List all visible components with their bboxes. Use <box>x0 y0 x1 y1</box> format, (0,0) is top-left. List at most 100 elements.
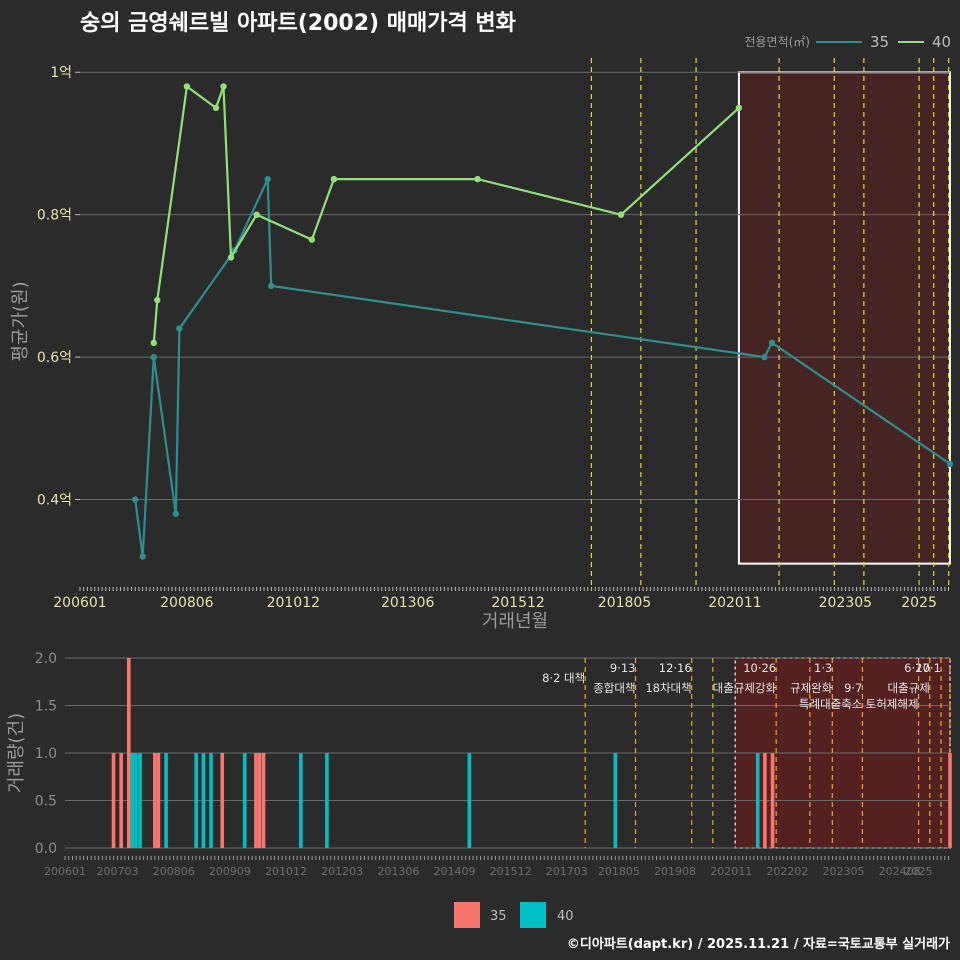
bar-legend-label-40: 40 <box>557 909 574 924</box>
bar-40 <box>194 753 198 848</box>
x-tick-label: 202011 <box>708 595 761 611</box>
x-tick-label: 202305 <box>819 595 872 611</box>
bar-y-tick-label: 2.0 <box>35 651 57 667</box>
data-point-40 <box>183 83 191 90</box>
y-tick-label: 0.4억 <box>37 493 72 509</box>
bar-40 <box>299 753 303 848</box>
bar-x-tick-label: 201409 <box>433 865 475 878</box>
bar-40 <box>164 753 168 848</box>
policy-label: 9·7 <box>844 681 862 695</box>
bar-40 <box>134 753 138 848</box>
data-point-40 <box>220 83 227 90</box>
bar-legend-swatch-40 <box>520 902 546 928</box>
policy-label: 1·3 <box>814 661 832 675</box>
bar-legend-label-35: 35 <box>490 909 507 924</box>
x-tick-label: 201512 <box>491 595 544 611</box>
bar-x-tick-label: 202408 <box>879 865 921 878</box>
bar-35 <box>153 753 157 848</box>
x-tick-label: 201805 <box>598 595 651 611</box>
data-point-35 <box>264 175 271 183</box>
data-point-35 <box>150 353 157 361</box>
data-point-35 <box>946 460 954 468</box>
policy-label: 대출규제강화 <box>713 681 777 695</box>
policy-label: 토허제해제 <box>866 697 919 711</box>
data-point-40 <box>227 254 235 261</box>
data-point-40 <box>212 104 220 112</box>
data-point-35 <box>768 339 776 347</box>
bar-x-tick-label: 200909 <box>209 865 251 878</box>
legend-label-40: 40 <box>932 33 951 51</box>
x-tick-label: 200806 <box>160 595 214 611</box>
x-axis-title: 거래년월 <box>482 611 548 632</box>
bar-35 <box>770 753 775 848</box>
bar-y-tick-label: 1.0 <box>35 746 57 762</box>
data-point-40 <box>253 211 260 218</box>
bar-x-tick-label: 2025 <box>905 865 933 878</box>
bar-x-tick-label: 201908 <box>654 865 696 878</box>
policy-label: 8·2 대책 <box>542 671 585 685</box>
series-line-40 <box>152 84 740 343</box>
legend-title: 전용면적(㎡) <box>744 35 810 49</box>
bar-x-tick-label: 201203 <box>321 865 363 878</box>
bar-40 <box>467 753 472 848</box>
data-point-40 <box>150 339 157 347</box>
policy-label: 10·26 <box>743 661 776 675</box>
data-point-40 <box>154 296 161 304</box>
x-tick-label: 2025 <box>901 595 937 611</box>
bar-x-tick-label: 201306 <box>377 865 419 878</box>
bar-35 <box>948 753 952 848</box>
bar-40 <box>242 753 247 848</box>
data-point-40 <box>330 175 338 183</box>
data-point-40 <box>474 175 481 183</box>
data-point-35 <box>761 353 768 361</box>
policy-label: 12·16 <box>659 661 692 675</box>
bar-legend-swatch-35 <box>454 902 480 928</box>
y-tick-label: 0.6억 <box>37 350 72 366</box>
bar-40 <box>138 753 142 848</box>
policy-label: 대출규제 <box>887 681 929 695</box>
bar-x-tick-label: 202305 <box>823 865 865 878</box>
bar-x-tick-label: 202011 <box>710 865 752 878</box>
data-point-35 <box>268 282 275 290</box>
bar-x-tick-label: 201703 <box>546 865 588 878</box>
highlight-box-top <box>737 71 952 565</box>
bar-40 <box>613 753 618 848</box>
bar-35 <box>156 753 161 848</box>
bar-40 <box>130 753 135 848</box>
bar-x-tick-label: 200601 <box>44 865 86 878</box>
bar-40 <box>325 753 329 848</box>
policy-label: 특례대출축소 <box>799 697 862 711</box>
data-point-35 <box>176 325 183 332</box>
bar-x-tick-label: 201012 <box>265 865 307 878</box>
bar-y-tick-label: 0.5 <box>35 794 57 810</box>
bar-x-tick-label: 202202 <box>766 865 808 878</box>
y-tick-label: 0.8억 <box>37 208 72 224</box>
policy-label: 18차대책 <box>645 681 691 695</box>
bar-35 <box>257 753 262 848</box>
bar-x-tick-label: 201805 <box>598 865 640 878</box>
bar-x-tick-label: 200806 <box>153 865 195 878</box>
data-point-40 <box>308 236 316 243</box>
policy-label: 규제완화 <box>790 681 833 695</box>
policy-label: 10·1 <box>915 661 941 675</box>
data-point-35 <box>172 510 180 517</box>
policy-label: 종합대책 <box>593 681 635 695</box>
data-point-35 <box>132 496 139 503</box>
bar-x-tick-label: 200703 <box>97 865 139 878</box>
bar-y-tick-label: 0.0 <box>35 841 57 857</box>
chart-title: 숭의 금영쉐르빌 아파트(2002) 매매가격 변화 <box>80 11 516 36</box>
footer-source: ©디아파트(dapt.kr) / 2025.11.21 / 자료=국토교통부 실… <box>567 936 950 952</box>
bar-35 <box>119 753 123 848</box>
x-tick-label: 200601 <box>53 595 106 611</box>
bar-35 <box>261 753 266 848</box>
bar-y-axis-title: 거래량(건) <box>6 713 27 793</box>
policy-label: 6·27 <box>904 661 930 675</box>
data-point-35 <box>139 553 146 560</box>
bar-35 <box>220 753 225 848</box>
bar-35 <box>254 753 258 848</box>
bar-35 <box>126 658 131 848</box>
bar-y-tick-label: 1.5 <box>35 699 57 715</box>
data-point-40 <box>617 211 625 218</box>
